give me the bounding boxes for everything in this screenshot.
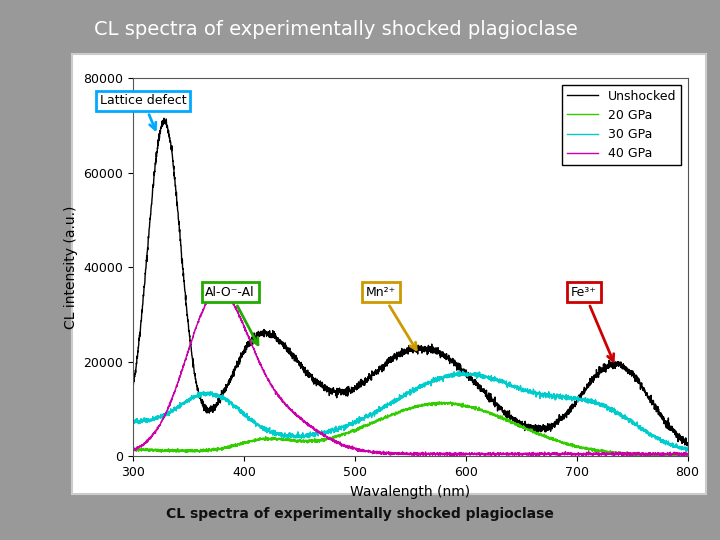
- Line: 30 GPa: 30 GPa: [133, 371, 688, 451]
- X-axis label: Wavalength (nm): Wavalength (nm): [351, 484, 470, 498]
- 30 GPa: [192, 393, 201, 400]
- 20 GPa: [225, 443, 234, 450]
- 20 GPa: [366, 419, 374, 426]
- 30 GPa: [682, 448, 690, 455]
- Text: Lattice defect: Lattice defect: [100, 94, 186, 130]
- Line: Unshocked: Unshocked: [133, 118, 688, 446]
- 40 GPa: [683, 451, 692, 458]
- 40 GPa: [532, 453, 541, 460]
- 40 GPa: [216, 287, 225, 293]
- 40 GPa: [366, 449, 374, 455]
- Text: CL spectra of experimentally shocked plagioclase: CL spectra of experimentally shocked pla…: [166, 507, 554, 521]
- 20 GPa: [683, 453, 692, 460]
- Line: 20 GPa: 20 GPa: [133, 402, 688, 456]
- 40 GPa: [342, 443, 351, 450]
- 20 GPa: [435, 399, 444, 405]
- Text: Mn²⁺: Mn²⁺: [366, 286, 416, 350]
- 40 GPa: [192, 322, 201, 329]
- 30 GPa: [129, 420, 138, 426]
- 40 GPa: [225, 293, 234, 300]
- 30 GPa: [683, 446, 692, 452]
- 20 GPa: [192, 448, 201, 455]
- 40 GPa: [129, 446, 138, 453]
- Unshocked: [192, 382, 201, 388]
- 40 GPa: [672, 450, 681, 457]
- 40 GPa: [613, 450, 621, 456]
- 30 GPa: [225, 399, 234, 406]
- 30 GPa: [672, 441, 681, 448]
- 20 GPa: [129, 447, 138, 454]
- Unshocked: [613, 360, 621, 367]
- 30 GPa: [366, 413, 374, 419]
- 30 GPa: [459, 368, 467, 374]
- Unshocked: [342, 393, 351, 399]
- 30 GPa: [341, 422, 350, 428]
- Legend: Unshocked, 20 GPa, 30 GPa, 40 GPa: Unshocked, 20 GPa, 30 GPa, 40 GPa: [562, 85, 681, 165]
- Unshocked: [160, 115, 168, 122]
- Unshocked: [225, 376, 234, 383]
- Unshocked: [672, 433, 681, 439]
- Y-axis label: CL intensity (a.u.): CL intensity (a.u.): [64, 206, 78, 329]
- Text: CL spectra of experimentally shocked plagioclase: CL spectra of experimentally shocked pla…: [94, 20, 577, 39]
- Line: 40 GPa: 40 GPa: [133, 290, 688, 456]
- 30 GPa: [613, 409, 621, 415]
- 20 GPa: [341, 430, 350, 437]
- Text: Fe³⁺: Fe³⁺: [571, 286, 613, 361]
- 20 GPa: [672, 453, 681, 459]
- 20 GPa: [613, 449, 621, 456]
- Unshocked: [683, 443, 691, 449]
- Unshocked: [129, 382, 138, 388]
- Unshocked: [366, 374, 374, 381]
- Text: Al-O⁻-Al: Al-O⁻-Al: [205, 286, 258, 345]
- Unshocked: [683, 441, 692, 447]
- 20 GPa: [644, 453, 653, 460]
